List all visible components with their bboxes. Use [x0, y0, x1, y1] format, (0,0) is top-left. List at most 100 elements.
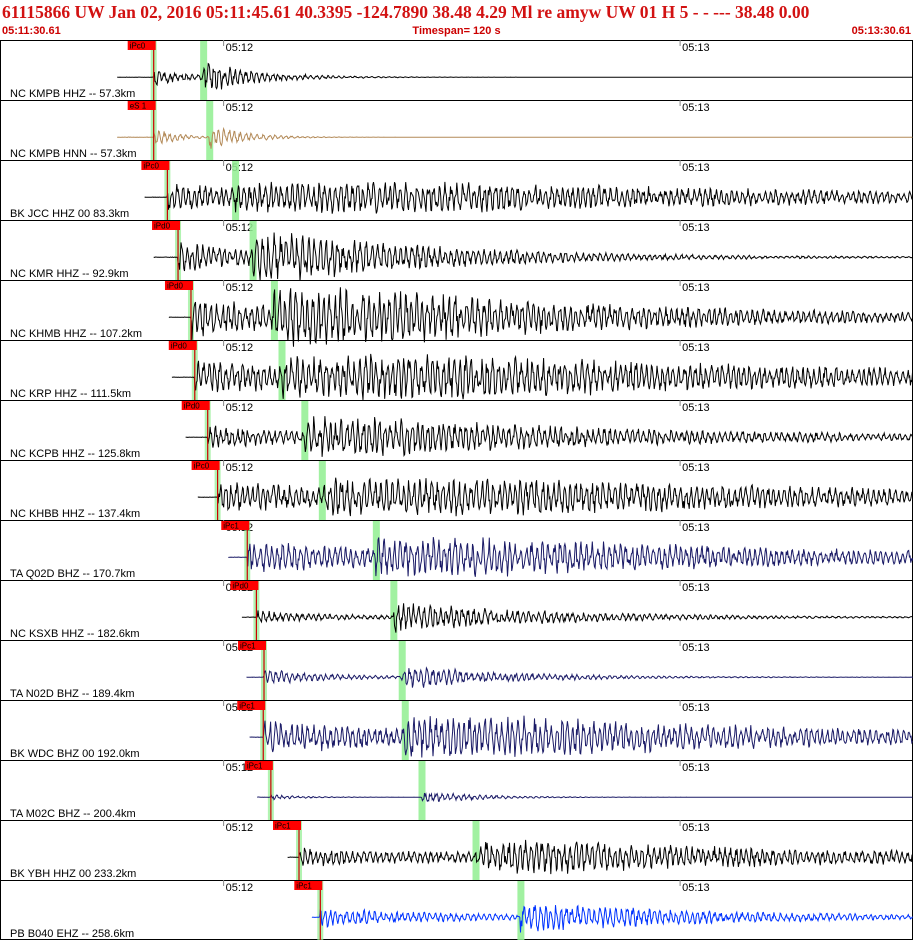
time-tick-label: 05:13 — [682, 102, 710, 114]
time-tick-label: 05:13 — [682, 162, 710, 174]
pick-flag-label: iPc0 — [130, 42, 146, 51]
pick-flag-label: iPd0 — [184, 402, 201, 411]
pick-flag — [127, 101, 156, 110]
time-tick-label: 05:12 — [226, 222, 254, 234]
pick-flag — [221, 521, 250, 530]
waveform — [168, 287, 913, 347]
pick-flag — [164, 281, 193, 290]
channel-label: TA M02C BHZ -- 200.4km — [10, 808, 136, 820]
s-arrival-marker — [232, 161, 240, 220]
channel-label: NC KCPB HHZ -- 125.8km — [10, 448, 140, 460]
channel-label: BK WDC BHZ 00 192.0km — [10, 748, 140, 760]
plot-frame — [0, 40, 913, 940]
waveform — [171, 353, 913, 400]
s-arrival-marker — [398, 641, 406, 700]
waveform — [241, 603, 913, 633]
channel-label: BK JCC HHZ 00 83.3km — [10, 208, 129, 220]
channel-label: TA Q02D BHZ -- 170.7km — [10, 568, 135, 580]
time-tick-label: 05:12 — [226, 462, 254, 474]
pick-flag-label: iPc0 — [194, 462, 210, 471]
time-tick-label: 05:13 — [682, 882, 710, 894]
pick-flag — [181, 401, 210, 410]
seismogram-plot[interactable]: 05:12 05:13 iPc0 NC KMPB HHZ -- 57.3km 05:12… — [0, 40, 913, 940]
window-end-time: 05:13:30.61 — [851, 25, 911, 37]
trace-row: 05:12 05:13 iPc1 PB B040 EHZ -- 258.6km — [0, 880, 913, 940]
time-tick-label: 05:13 — [682, 762, 710, 774]
pick-flag-label: iPd0 — [171, 342, 188, 351]
time-tick-label: 05:13 — [682, 462, 710, 474]
pick-flag-label: iPc1 — [296, 882, 312, 891]
pick-flag-label: iPc1 — [240, 642, 256, 651]
time-tick-label: 05:13 — [682, 822, 710, 834]
waveform — [144, 181, 913, 214]
pick-flag — [168, 341, 197, 350]
time-tick-label: 05:13 — [682, 702, 710, 714]
channel-label: BK YBH HHZ 00 233.2km — [10, 868, 136, 880]
timespan-label: Timespan= 120 s — [412, 25, 501, 37]
time-tick-label: 05:13 — [682, 522, 710, 534]
waveform — [246, 666, 913, 688]
s-arrival-marker — [517, 881, 525, 940]
waveform — [117, 62, 913, 90]
time-tick-label: 05:13 — [682, 282, 710, 294]
trace-row: 05:12 05:13 iPc0 BK JCC HHZ 00 83.3km — [0, 160, 913, 220]
pick-flag-label: iPc1 — [223, 522, 239, 531]
pick-flag — [127, 41, 156, 50]
time-tick-label: 05:13 — [682, 402, 710, 414]
time-tick-label: 05:12 — [226, 402, 254, 414]
pick-flag-label: iPd0 — [154, 222, 171, 231]
pick-flag-label: iPd0 — [167, 282, 184, 291]
trace-row: 05:12 05:13 eS 1 NC KMPB HNN -- 57.3km — [0, 100, 913, 160]
trace-row: 05:12 05:13 iPd0 NC KRP HHZ -- 111.5km — [0, 340, 913, 400]
channel-label: NC KMPB HNN -- 57.3km — [10, 148, 137, 160]
waveform — [249, 715, 913, 758]
s-arrival-marker — [372, 521, 380, 580]
trace-row: 05:12 05:13 iPc0 NC KHBB HHZ -- 137.4km — [0, 460, 913, 520]
pick-flag — [230, 581, 259, 590]
waveform — [311, 904, 913, 933]
pick-flag-label: iPc1 — [275, 822, 291, 831]
pick-flag-label: iPc1 — [239, 702, 255, 711]
pick-flag-label: iPd0 — [232, 582, 249, 591]
waveform — [257, 792, 913, 803]
time-tick-label: 05:12 — [226, 822, 254, 834]
channel-label: NC KMR HHZ -- 92.9km — [10, 268, 129, 280]
event-header: 61115866 UW Jan 02, 2016 05:11:45.61 40.… — [2, 2, 810, 22]
trace-row: 05:12 05:13 iPc1 BK YBH HHZ 00 233.2km — [0, 820, 913, 880]
time-tick-label: 05:13 — [682, 342, 710, 354]
pick-flag — [273, 821, 302, 830]
trace-row: 05:12 05:13 iPd0 NC KHMB HHZ -- 107.2km — [0, 280, 913, 347]
waveform — [197, 477, 913, 517]
s-arrival-marker — [472, 821, 480, 880]
channel-label: TA N02D BHZ -- 189.4km — [10, 688, 135, 700]
pick-flag — [191, 461, 220, 470]
pick-flag-label: iPc0 — [143, 162, 159, 171]
s-arrival-marker — [301, 401, 309, 460]
pick-flag — [244, 761, 273, 770]
channel-label: NC KHBB HHZ -- 137.4km — [10, 508, 140, 520]
s-arrival-marker — [278, 341, 286, 400]
waveform — [287, 839, 913, 875]
channel-label: NC KRP HHZ -- 111.5km — [10, 388, 131, 400]
time-tick-label: 05:13 — [682, 42, 710, 54]
pick-flag — [238, 641, 267, 650]
waveform — [228, 537, 913, 577]
time-tick-label: 05:12 — [226, 102, 254, 114]
pick-flag-label: iPc1 — [247, 762, 263, 771]
s-arrival-marker — [206, 101, 214, 160]
time-tick-label: 05:12 — [226, 42, 254, 54]
s-arrival-marker — [390, 581, 398, 640]
pick-flag — [294, 881, 323, 890]
waveform — [185, 416, 913, 457]
s-arrival-marker — [270, 281, 278, 340]
s-arrival-marker — [318, 461, 326, 520]
s-arrival-marker — [401, 701, 409, 760]
time-tick-label: 05:12 — [226, 162, 254, 174]
waveform — [153, 232, 913, 281]
channel-label: NC KMPB HHZ -- 57.3km — [10, 88, 135, 100]
